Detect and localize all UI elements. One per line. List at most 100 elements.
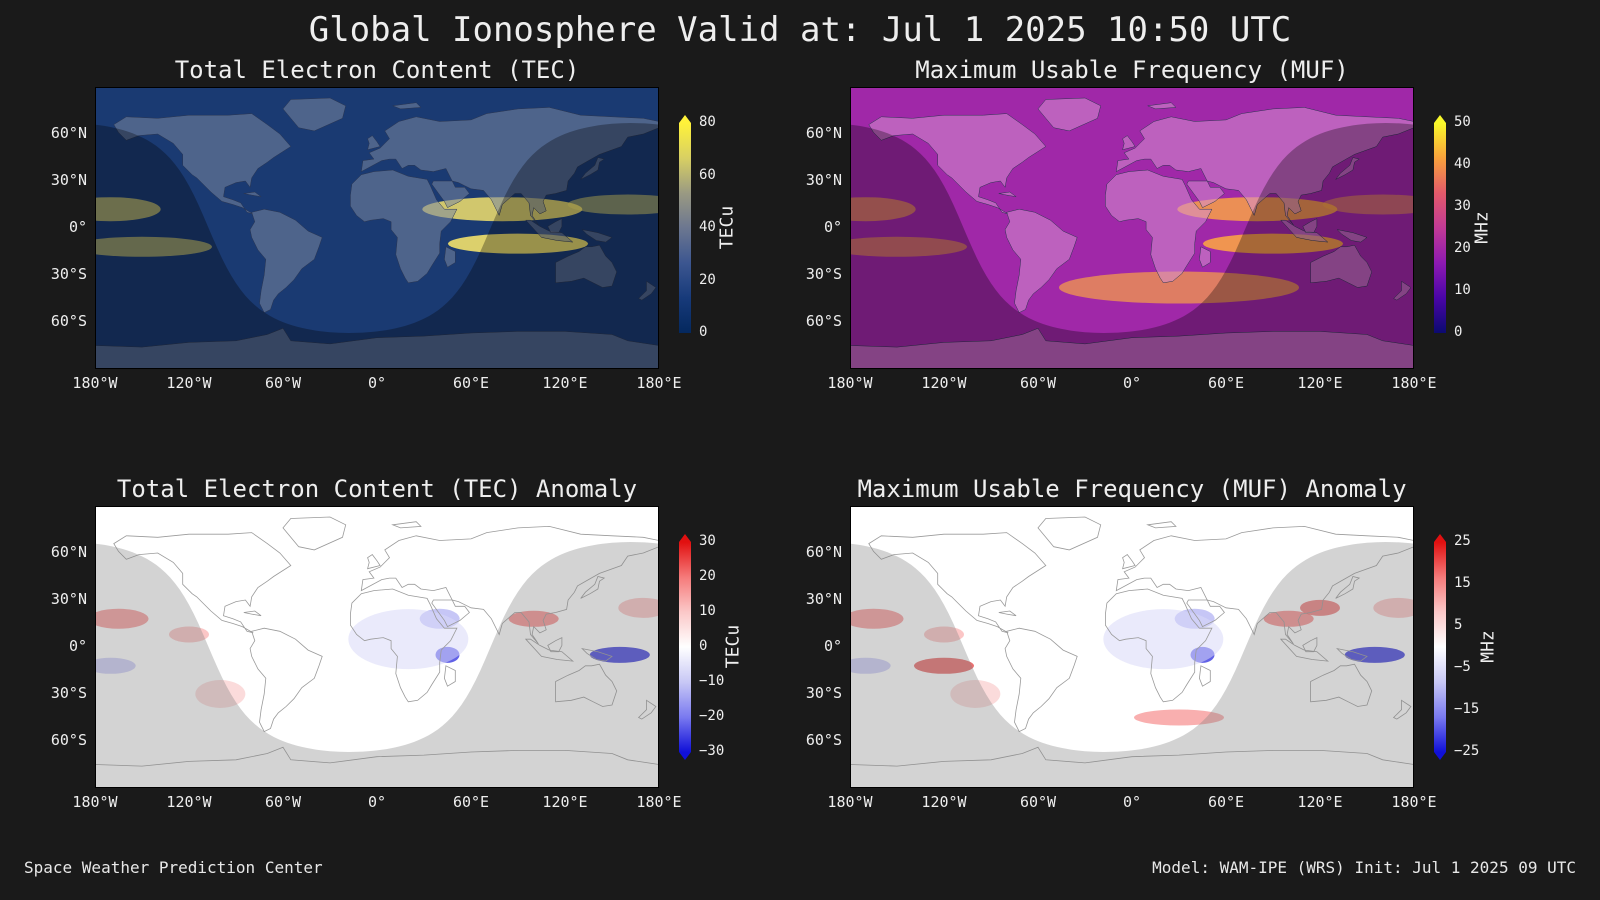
colorbar-tick-label: 10: [1454, 282, 1471, 298]
panel-title: Total Electron Content (TEC) Anomaly: [116, 475, 638, 503]
landmass-madagascar: [1199, 246, 1211, 268]
colorbar-max-arrow: [1434, 534, 1446, 542]
colorbar-tick-label: 40: [1454, 156, 1471, 172]
lon-tick-label: 0°: [367, 793, 387, 811]
colorbar-unit-label: TECu: [722, 624, 744, 669]
lat-tick-label: 0°: [823, 637, 842, 655]
colorbar-tick-label: −15: [1454, 701, 1480, 717]
lon-tick-label: 120°W: [921, 374, 967, 392]
lon-tick-label: 60°W: [1019, 793, 1057, 811]
anomaly-contour: [1344, 646, 1405, 663]
landmass-eurasia: [1115, 107, 1414, 226]
landmass-indonesia: [525, 219, 574, 243]
colorbar-tick-label: 20: [699, 271, 716, 288]
colorbar-unit-label: MHz: [1471, 211, 1493, 244]
colorbar-tick-label: −10: [699, 673, 725, 689]
lat-tick-label: 30°N: [805, 590, 842, 608]
colorbar-tick-label: 0: [699, 638, 708, 654]
map-canvas: [95, 506, 659, 788]
colorbar-tick-label: 15: [1454, 575, 1471, 591]
colorbar-tick-label: 20: [699, 568, 716, 584]
colorbar-gradient: [679, 123, 691, 333]
landmass-antarctica: [95, 327, 659, 369]
lon-tick-label: 120°W: [921, 793, 967, 811]
landmass-cuba: [998, 610, 1017, 617]
landmass-borneo: [547, 636, 563, 653]
night-shading: [850, 87, 1414, 369]
lon-tick-label: 60°E: [452, 374, 490, 392]
landmass-northAmerica: [113, 532, 292, 634]
landmass-uk: [367, 554, 381, 570]
colorbar-tick-label: 80: [699, 114, 716, 130]
landmass-africa: [350, 169, 458, 284]
lon-tick-label: 180°W: [827, 374, 873, 392]
landmass-newGuinea: [581, 229, 613, 243]
anomaly-contour: [169, 626, 209, 643]
night-shading: [95, 506, 659, 788]
lon-tick-label: 0°: [1122, 793, 1142, 811]
map-plot: [850, 506, 1414, 788]
map-canvas: [95, 87, 659, 369]
anomaly-contour: [95, 608, 149, 629]
anomaly-contour: [850, 608, 904, 629]
map-border: [95, 87, 659, 369]
lon-tick-label: 60°W: [1019, 374, 1057, 392]
footer-source: Space Weather Prediction Center: [24, 858, 323, 877]
landmass-indonesia: [1280, 219, 1329, 243]
colorbar-unit-label: TECu: [716, 205, 738, 250]
landmass-southAmerica: [1004, 208, 1078, 313]
colorbar-tick-label: 10: [699, 603, 716, 619]
colorbar-tick-label: −20: [699, 708, 725, 724]
colorbar-max-arrow: [679, 534, 691, 542]
lon-tick-label: 120°W: [166, 793, 212, 811]
landmass-japan: [1335, 157, 1360, 180]
landmass-northAmerica: [868, 113, 1047, 215]
map-border: [850, 87, 1414, 369]
landmass-africa: [1105, 588, 1213, 703]
landmass-japan: [580, 576, 606, 599]
landmass-newGuinea: [580, 647, 613, 662]
colorbar-tick-label: 20: [1454, 240, 1471, 256]
colorbar-tick-label: −5: [1454, 659, 1471, 675]
lat-tick-label: 60°S: [50, 731, 87, 749]
anomaly-contour: [850, 657, 891, 674]
colorbar-min-arrow: [1434, 752, 1446, 760]
colorbar-tick-label: 50: [1454, 114, 1471, 130]
landmass-australia: [555, 663, 618, 707]
landmass-northAmerica: [868, 532, 1047, 634]
lon-tick-label: 180°W: [827, 793, 873, 811]
lat-tick-label: 0°: [68, 637, 87, 655]
landmass-greenland: [282, 97, 346, 132]
landmass-svalbard: [391, 521, 422, 529]
lat-tick-label: 30°S: [805, 684, 842, 702]
colorbar-gradient: [1434, 542, 1446, 752]
lon-tick-label: 120°E: [1297, 793, 1343, 811]
landmass-australia: [555, 244, 617, 288]
lon-tick-label: 60°W: [264, 793, 302, 811]
anomaly-contour: [1300, 599, 1340, 616]
landmass-borneo: [547, 218, 563, 233]
landmass-uk: [1122, 135, 1136, 151]
colorbar-tick-label: 30: [1454, 198, 1471, 214]
landmass-antarctica: [850, 327, 1414, 369]
colorbar-tick-label: 5: [1454, 617, 1463, 633]
lat-tick-label: 30°S: [805, 265, 842, 283]
landmass-madagascar: [444, 246, 456, 268]
landmass-cuba: [998, 191, 1017, 197]
landmass-africa: [350, 588, 458, 703]
lat-tick-label: 60°S: [50, 312, 87, 330]
lat-tick-label: 30°S: [50, 265, 87, 283]
landmass-svalbard: [1146, 102, 1177, 110]
lon-tick-label: 0°: [367, 374, 387, 392]
lat-tick-label: 30°N: [805, 171, 842, 189]
colorbar-max-arrow: [1434, 115, 1446, 123]
colorbar-gradient: [1434, 123, 1446, 333]
landmass-japan: [580, 157, 605, 180]
colorbar: [679, 534, 691, 760]
lon-tick-label: 60°E: [452, 793, 490, 811]
map-canvas: [850, 87, 1414, 369]
landmass-arabia: [1186, 180, 1225, 208]
landmass-madagascar: [443, 665, 456, 687]
anomaly-contour: [1373, 597, 1414, 618]
map-border: [850, 506, 1414, 788]
